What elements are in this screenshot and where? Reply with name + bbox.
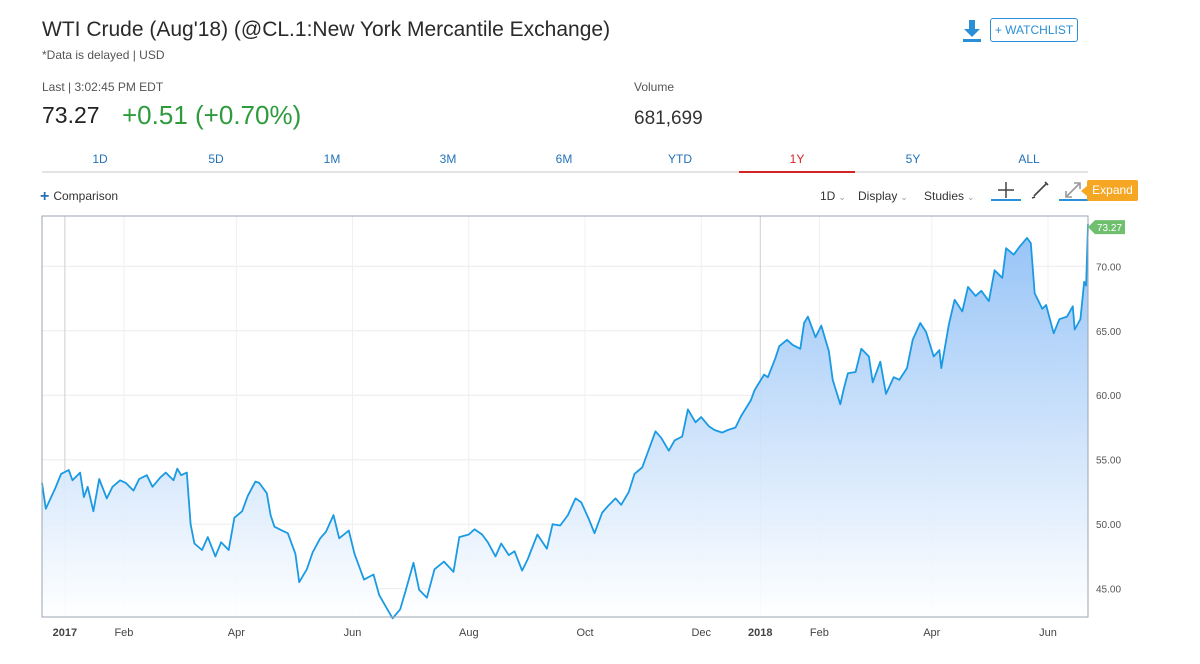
download-icon (963, 20, 981, 42)
chevron-down-icon: ⌄ (838, 192, 846, 202)
tab-1d[interactable]: 1D (92, 152, 108, 166)
tab-1m[interactable]: 1M (323, 152, 341, 166)
last-price: 73.27 (42, 102, 100, 128)
watchlist-button[interactable]: + WATCHLIST (990, 18, 1078, 42)
last-value-label: 73.27 (1097, 223, 1122, 234)
last-value-tag (1088, 220, 1125, 235)
interval-label: 1D (820, 189, 836, 203)
x-tick-label: Jun (344, 627, 362, 639)
x-tick-label: Apr (228, 627, 245, 639)
crosshair-active-bar (991, 199, 1021, 201)
download-button[interactable] (960, 18, 984, 44)
tab-5d[interactable]: 5D (208, 152, 224, 166)
x-tick-label: Dec (691, 627, 711, 639)
comparison-label: Comparison (53, 189, 119, 203)
pencil-icon (1031, 181, 1049, 199)
y-tick-label: 65.00 (1096, 327, 1121, 338)
tab-1y[interactable]: 1Y (739, 151, 855, 173)
y-tick-label: 45.00 (1096, 585, 1121, 596)
plot-frame (41, 215, 1089, 618)
price-line (41, 224, 1089, 620)
display-label: Display (858, 189, 898, 203)
studies-label: Studies (924, 189, 965, 203)
crosshair-button[interactable] (991, 178, 1021, 202)
x-tick-label: Feb (114, 627, 133, 639)
last-trade-time: Last | 3:02:45 PM EDT (42, 80, 164, 94)
expand-arrows-button[interactable] (1059, 178, 1089, 202)
plus-icon: + (40, 188, 50, 205)
price-chart[interactable]: 45.00 50.00 55.00 60.00 65.00 70.00 2017 Feb Apr… (0, 210, 1200, 664)
tab-all[interactable]: ALL (1018, 152, 1040, 166)
crosshair-icon (998, 182, 1014, 198)
x-tick-label: Aug (459, 627, 479, 639)
delayed-note: *Data is delayed | USD (42, 48, 165, 62)
y-tick-label: 55.00 (1096, 456, 1121, 467)
x-tick-label: Jun (1039, 627, 1057, 639)
tab-6m[interactable]: 6M (555, 152, 573, 166)
y-tick-label: 60.00 (1096, 391, 1121, 402)
x-tick-label: Apr (923, 627, 940, 639)
y-tick-label: 50.00 (1096, 520, 1121, 531)
expand-arrows-icon (1065, 182, 1081, 198)
volume-value: 681,699 (634, 108, 703, 129)
chevron-down-icon: ⌄ (900, 192, 908, 202)
studies-select[interactable]: Studies ⌄ (924, 189, 975, 203)
tab-ytd[interactable]: YTD (668, 152, 692, 166)
price-change: +0.51 (+0.70%) (122, 100, 302, 130)
tab-5y[interactable]: 5Y (905, 152, 921, 166)
expand-button[interactable]: Expand (1081, 180, 1138, 201)
draw-button[interactable] (1026, 178, 1056, 202)
price-area (42, 224, 1088, 619)
x-tick-label: 2017 (53, 627, 77, 639)
x-tick-label: Feb (810, 627, 829, 639)
range-tabs: 1D 5D 1M 3M 6M YTD 1Y 5Y ALL (42, 151, 1088, 173)
expand-active-bar (1059, 199, 1089, 201)
comparison-button[interactable]: + Comparison (40, 188, 118, 206)
page-title: WTI Crude (Aug'18) (@CL.1:New York Merca… (42, 18, 611, 41)
chevron-down-icon: ⌄ (967, 192, 975, 202)
display-select[interactable]: Display ⌄ (858, 189, 908, 203)
y-tick-label: 70.00 (1096, 262, 1121, 273)
volume-label: Volume (634, 80, 675, 94)
x-tick-label: 2018 (748, 627, 772, 639)
interval-select[interactable]: 1D ⌄ (820, 189, 846, 203)
tab-3m[interactable]: 3M (439, 152, 457, 166)
x-tick-label: Oct (576, 627, 593, 639)
